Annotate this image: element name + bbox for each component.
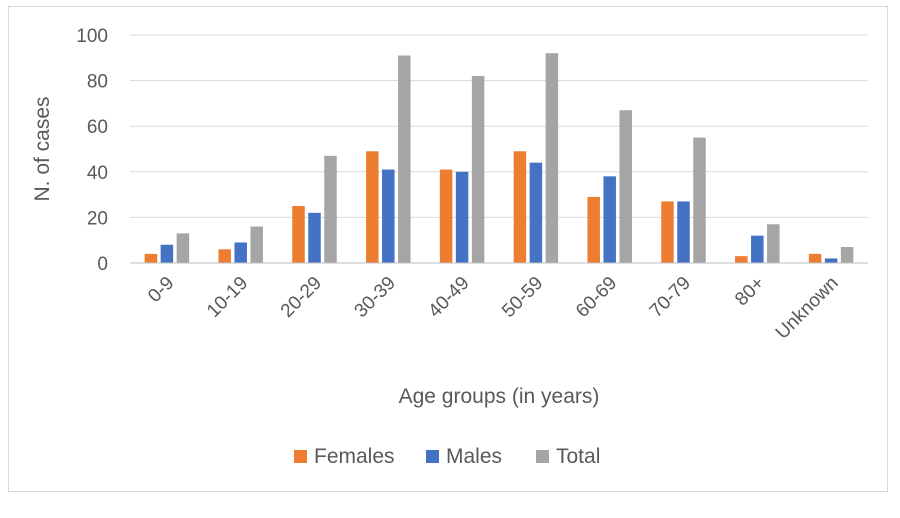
- legend-label-males: Males: [446, 445, 502, 468]
- x-tick-label: 30-39: [351, 273, 400, 322]
- x-tick-label: Unknown: [772, 273, 843, 344]
- bars: [144, 53, 854, 264]
- bar-males-50-59: [529, 162, 543, 263]
- x-tick-label: 50-59: [498, 273, 547, 322]
- bar-females-20-29: [292, 206, 305, 263]
- bar-males-unknown: [824, 258, 838, 263]
- bar-females-unknown: [808, 253, 822, 263]
- bar-total-30-39: [398, 55, 411, 263]
- bar-males-40-49: [455, 171, 469, 263]
- bar-total-0-9: [176, 233, 190, 263]
- bar-males-60-69: [603, 176, 616, 263]
- bar-females-50-59: [513, 151, 527, 263]
- legend-swatch-total: [536, 450, 549, 463]
- legend-label-total: Total: [556, 445, 600, 468]
- bar-males-0-9: [160, 244, 174, 263]
- x-tick-label: 20-29: [277, 273, 326, 322]
- bar-total-20-29: [324, 155, 337, 263]
- x-tick-label: 80+: [731, 273, 769, 311]
- bar-females-80+: [735, 256, 748, 263]
- y-tick-label: 100: [76, 26, 108, 47]
- bar-females-70-79: [661, 201, 674, 263]
- legend-swatch-females: [294, 450, 307, 463]
- y-tick-label: 20: [87, 208, 108, 229]
- bar-males-10-19: [234, 242, 247, 263]
- y-tick-label: 60: [87, 117, 108, 138]
- bar-males-20-29: [308, 212, 321, 263]
- bar-males-80+: [751, 235, 764, 263]
- bar-females-60-69: [587, 196, 600, 263]
- y-axis-ticks: 0 20 40 60 80 100: [76, 26, 108, 275]
- bar-females-10-19: [218, 249, 231, 263]
- gridlines: [130, 34, 868, 218]
- bar-males-30-39: [382, 169, 395, 263]
- bar-females-30-39: [366, 151, 379, 263]
- bar-total-50-59: [545, 53, 559, 263]
- y-tick-label: 0: [97, 254, 108, 275]
- x-axis-title: Age groups (in years): [399, 385, 600, 408]
- x-tick-label: 60-69: [572, 273, 621, 322]
- bar-total-80+: [767, 224, 780, 263]
- legend-swatch-males: [426, 450, 439, 463]
- bar-total-40-49: [471, 76, 485, 263]
- bar-total-unknown: [840, 247, 854, 263]
- bar-total-60-69: [619, 110, 632, 264]
- y-axis-title: N. of cases: [31, 96, 54, 201]
- bar-females-0-9: [144, 253, 158, 263]
- x-axis-ticks: 0-9 10-19 20-29 30-39 40-49 50-59 60-69 70-79 80…: [144, 273, 842, 344]
- bar-total-10-19: [250, 226, 263, 263]
- x-tick-label: 70-79: [646, 273, 695, 322]
- x-tick-label: 0-9: [144, 273, 178, 307]
- y-tick-label: 40: [87, 163, 108, 184]
- bar-females-40-49: [439, 169, 453, 263]
- x-tick-label: 10-19: [203, 273, 252, 322]
- bar-males-70-79: [677, 201, 690, 263]
- bar-total-70-79: [693, 137, 706, 263]
- x-tick-label: 40-49: [424, 273, 473, 322]
- y-tick-label: 80: [87, 72, 108, 93]
- legend-label-females: Females: [314, 445, 395, 468]
- legend: Females Males Total: [294, 445, 600, 468]
